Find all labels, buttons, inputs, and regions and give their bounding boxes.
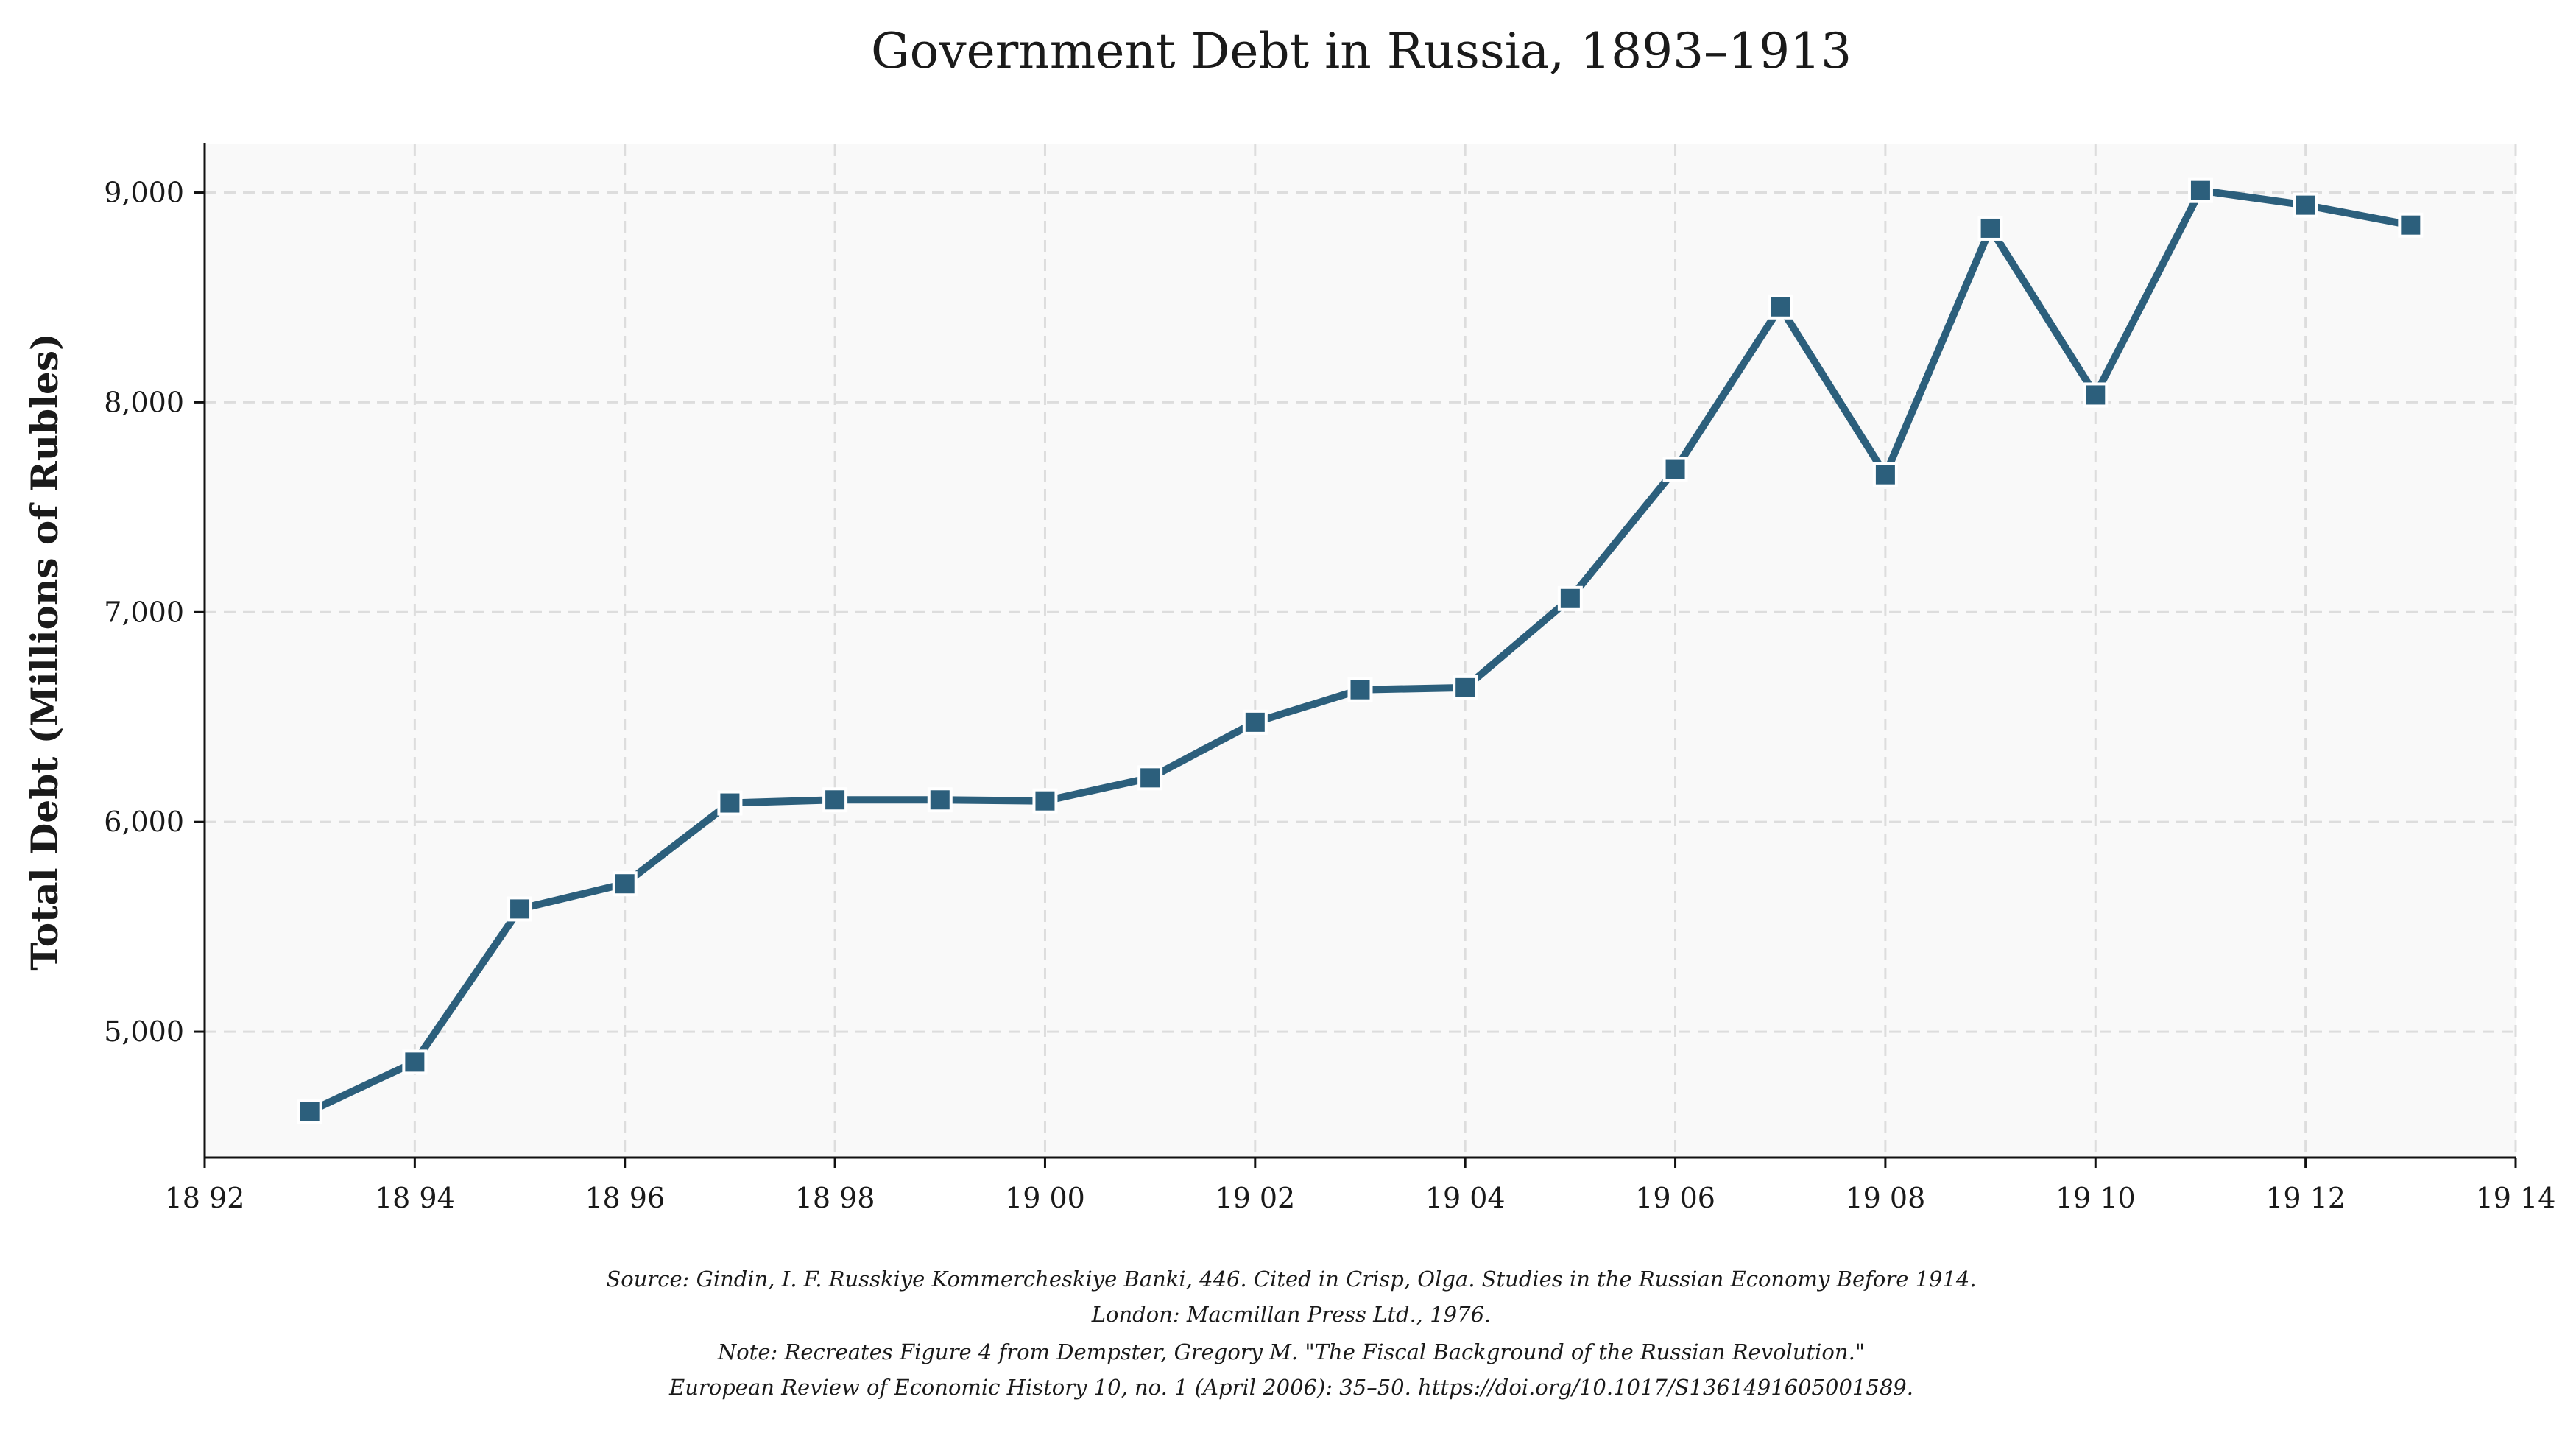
x-tick-label: 19 06 <box>1635 1182 1715 1214</box>
data-point-marker <box>612 871 638 897</box>
data-point-marker <box>927 787 953 813</box>
data-point-marker <box>507 896 533 922</box>
data-point-marker <box>1242 709 1268 735</box>
y-tick-label: 8,000 <box>104 386 184 418</box>
y-axis-label: Total Debt (Millions of Rubles) <box>23 333 66 970</box>
data-point-marker <box>2398 212 2424 238</box>
x-tick-label: 19 02 <box>1215 1182 1295 1214</box>
source-note-line-2: London: Macmillan Press Ltd., 1976. <box>1091 1302 1492 1327</box>
data-point-marker <box>1662 457 1688 482</box>
data-point-marker <box>717 790 743 816</box>
source-note-line-4: European Review of Economic History 10, … <box>668 1375 1913 1400</box>
tick-labels: 18 92 18 94 18 96 18 98 19 00 19 02 19 04 19 06… <box>104 177 2555 1214</box>
data-point-marker <box>1347 677 1373 702</box>
data-point-marker <box>1137 765 1163 791</box>
x-tick-label: 19 12 <box>2265 1182 2346 1214</box>
data-point-marker <box>1872 462 1898 487</box>
x-tick-label: 18 98 <box>795 1182 875 1214</box>
data-point-marker <box>2187 177 2213 203</box>
data-point-marker <box>2083 382 2109 408</box>
data-point-marker <box>822 787 848 813</box>
plot-background <box>205 144 2516 1158</box>
grid-lines <box>203 144 2517 1158</box>
data-point-marker <box>1977 215 2003 241</box>
x-tick-label: 18 92 <box>165 1182 245 1214</box>
y-tick-label: 5,000 <box>104 1015 184 1048</box>
x-tick-label: 19 00 <box>1005 1182 1085 1214</box>
x-tick-label: 18 96 <box>585 1182 665 1214</box>
x-tick-label: 19 14 <box>2476 1182 2556 1214</box>
data-point-marker <box>402 1049 428 1075</box>
x-tick-label: 19 08 <box>1846 1182 1926 1214</box>
data-point-marker <box>1557 585 1583 611</box>
data-point-marker <box>2293 192 2318 218</box>
x-tick-label: 18 94 <box>375 1182 455 1214</box>
y-tick-label: 9,000 <box>104 177 184 209</box>
x-tick-label: 19 04 <box>1425 1182 1506 1214</box>
x-tick-label: 19 10 <box>2055 1182 2136 1214</box>
data-markers <box>297 177 2424 1124</box>
source-note-line-1: Source: Gindin, I. F. Russkiye Kommerche… <box>606 1267 1976 1292</box>
y-tick-label: 7,000 <box>104 596 184 628</box>
chart-title: Government Debt in Russia, 1893–1913 <box>871 23 1852 80</box>
data-point-marker <box>1032 788 1058 814</box>
axes <box>203 143 2516 1159</box>
data-point-marker <box>1453 675 1478 700</box>
data-point-marker <box>1768 294 1793 320</box>
data-point-marker <box>297 1099 322 1124</box>
y-tick-label: 6,000 <box>104 806 184 838</box>
source-note-line-3: Note: Recreates Figure 4 from Dempster, … <box>717 1339 1865 1364</box>
